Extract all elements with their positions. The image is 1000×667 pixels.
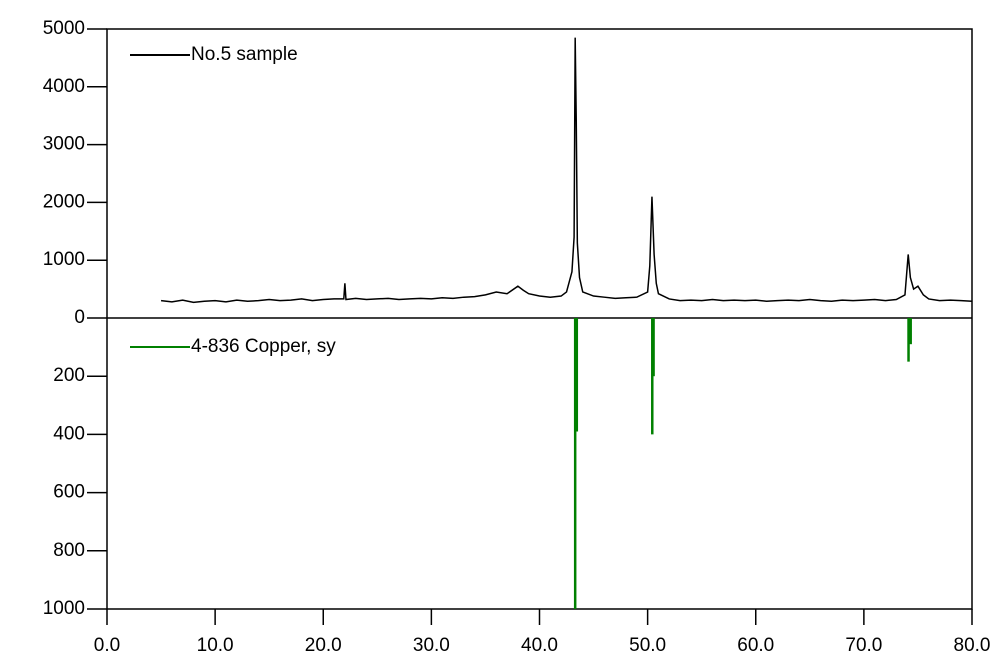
legend-label: 4-836 Copper, sy bbox=[191, 336, 336, 357]
x-tick-label: 50.0 bbox=[629, 635, 666, 656]
data-line bbox=[160, 37, 973, 304]
y-tick-label: 5000 bbox=[43, 18, 85, 39]
y-tick-label: 0 bbox=[74, 307, 85, 328]
x-tick-label: 60.0 bbox=[737, 635, 774, 656]
legend-label: No.5 sample bbox=[191, 44, 298, 65]
y-tick-label: 4000 bbox=[43, 76, 85, 97]
x-tick-label: 20.0 bbox=[305, 635, 342, 656]
x-tick-label: 80.0 bbox=[954, 635, 991, 656]
y-tick-label: 2000 bbox=[43, 191, 85, 212]
x-tick-label: 10.0 bbox=[197, 635, 234, 656]
y-tick-label: 1000 bbox=[43, 598, 85, 619]
y-tick-label: 400 bbox=[53, 423, 85, 444]
y-tick-label: 1000 bbox=[43, 249, 85, 270]
x-tick-label: 40.0 bbox=[521, 635, 558, 656]
x-tick-label: 30.0 bbox=[413, 635, 450, 656]
x-tick-label: 70.0 bbox=[845, 635, 882, 656]
plot-frame bbox=[106, 28, 973, 610]
y-tick-label: 800 bbox=[53, 540, 85, 561]
y-tick-label: 200 bbox=[53, 365, 85, 386]
y-tick-label: 600 bbox=[53, 482, 85, 503]
y-tick-label: 3000 bbox=[43, 134, 85, 155]
x-tick-label: 0.0 bbox=[94, 635, 120, 656]
